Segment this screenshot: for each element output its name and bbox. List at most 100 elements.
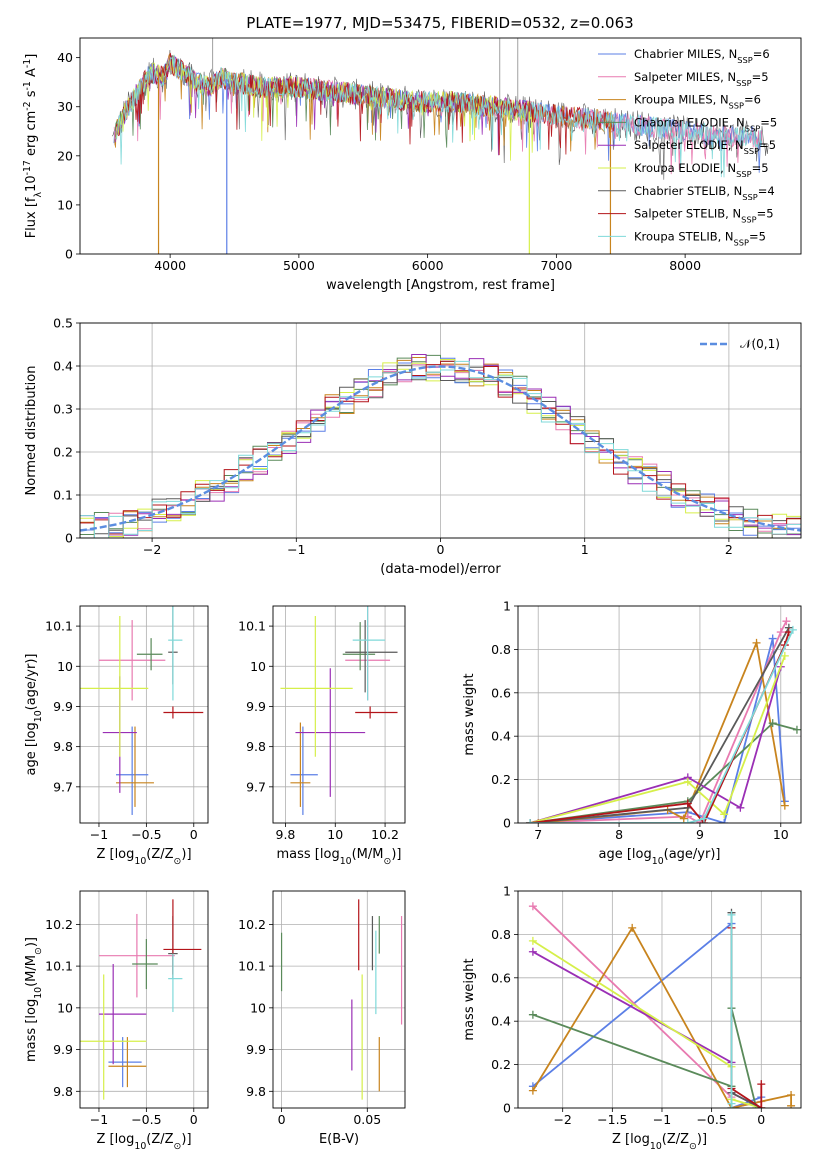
y-tick-label: 9.7 [246, 779, 266, 794]
error-bar-point [163, 899, 202, 975]
x-tick-label: 4000 [154, 258, 186, 273]
spectrum-series [116, 54, 763, 178]
y-tick-label: 10 [57, 1000, 73, 1015]
y-tick-label: 10.1 [238, 619, 266, 634]
weight-marker [683, 819, 692, 823]
error-bar-point [80, 616, 149, 757]
x-tick-label: −1 [90, 1112, 108, 1127]
y-axis-label: Normed distribution [24, 366, 39, 496]
legend-label: Salpeter ELODIE, NSSP=5 [634, 138, 776, 156]
y-axis-label: mass weight [462, 958, 477, 1040]
axes-frame [79, 890, 209, 1109]
y-tick-label: 9.9 [53, 699, 73, 714]
weight-series [526, 651, 789, 823]
y-tick-label: 9.9 [53, 1042, 73, 1057]
x-tick-label: 8 [615, 827, 623, 842]
error-bar-point [280, 616, 353, 757]
axes-frame [272, 890, 406, 1109]
weight-line [529, 722, 798, 823]
x-tick-label: 0 [757, 1112, 765, 1127]
x-tick-label: 8000 [669, 258, 701, 273]
weight-marker [699, 814, 708, 823]
x-axis-label: E(B-V) [319, 1132, 359, 1147]
axes-frame [272, 605, 406, 824]
y-tick-label: 10.2 [238, 917, 266, 932]
y-tick-label: 10 [57, 659, 73, 674]
weight-marker [727, 1099, 736, 1108]
weight-series [526, 662, 785, 823]
x-tick-label: 7000 [540, 258, 572, 273]
panel-age-vs-Z: −1 −0.5 0 9.7 9.8 9.9 10 10.1 Z [log10(Z/Z⊙)] age… [24, 605, 209, 867]
error-bar-point [108, 1037, 147, 1088]
y-tick-label: 0.2 [491, 1057, 511, 1072]
error-bar-point [342, 622, 376, 671]
weight-marker [787, 1090, 796, 1099]
x-axis-label: wavelength [Angstrom, rest frame] [326, 278, 555, 293]
x-tick-label: 6000 [412, 258, 444, 273]
error-bar-point [80, 974, 147, 1100]
y-tick-label: 0.8 [491, 927, 511, 942]
legend-label: Salpeter STELIB, NSSP=5 [634, 207, 774, 225]
x-tick-label: 7 [534, 827, 542, 842]
weight-marker [528, 947, 537, 956]
error-bar-point [168, 953, 183, 1013]
weight-marker [757, 1104, 766, 1108]
weight-marker [528, 1086, 537, 1095]
error-bar-point [168, 606, 183, 701]
panel-mass-vs-EBV: 0 0.05 9.8 9.9 10 10.1 10.2 E(B-V) [238, 890, 406, 1147]
y-tick-label: 0.4 [491, 729, 511, 744]
legend-label: Chabrier STELIB, NSSP=4 [634, 184, 775, 202]
weight-series [526, 628, 793, 823]
legend-label: Kroupa MILES, NSSP=6 [634, 93, 761, 111]
y-axis-label: mass [log10(M/M⊙)] [24, 937, 44, 1062]
y-tick-label: 10.2 [45, 917, 73, 932]
weight-marker [736, 803, 745, 812]
weight-marker [780, 651, 789, 660]
weight-series [727, 910, 736, 1108]
normal-curve [80, 365, 801, 532]
y-tick-label: 10 [250, 1000, 266, 1015]
x-tick-label: −2 [553, 1112, 571, 1127]
weight-line [532, 905, 762, 1108]
legend-label: 𝒩(0,1) [740, 337, 780, 351]
error-bar-point [98, 964, 147, 1065]
weight-marker [792, 725, 801, 734]
weight-line [529, 655, 786, 823]
x-tick-label: 10 [327, 827, 343, 842]
x-axis-label: age [log10(age/yr)] [599, 847, 721, 867]
weight-line [530, 620, 788, 823]
plot-area [111, 38, 769, 254]
weight-series [526, 623, 793, 823]
legend-label: Kroupa ELODIE, NSSP=5 [634, 161, 769, 179]
y-tick-label: 9.8 [53, 1084, 73, 1099]
x-tick-label: −1 [90, 827, 108, 842]
error-bar-point [295, 668, 366, 797]
error-bar-point [352, 606, 386, 701]
x-tick-label: 10 [773, 827, 789, 842]
y-tick-label: 0.1 [53, 488, 73, 503]
x-tick-label: 1 [581, 542, 589, 557]
error-bar-point [290, 722, 311, 807]
weight-marker [526, 819, 535, 823]
weight-marker [683, 799, 692, 808]
legend: Chabrier MILES, NSSP=6 Salpeter MILES, NS… [598, 47, 777, 247]
y-tick-label: 1 [503, 599, 511, 614]
y-tick-label: 0.6 [491, 685, 511, 700]
weight-line [529, 666, 782, 823]
y-axis-label: Flux [fλ10-17 erg cm-2 s-1 A-1] [22, 54, 44, 239]
weight-marker [727, 910, 736, 919]
error-bar-point [116, 726, 149, 815]
histogram-series [80, 360, 801, 538]
plot-area [80, 606, 204, 815]
legend: 𝒩(0,1) [700, 337, 780, 351]
x-axis-label: Z [log10(Z/Z⊙)] [96, 847, 191, 867]
plot-area [280, 899, 403, 1100]
y-tick-label: 9.9 [246, 1042, 266, 1057]
panel-spectrum: 4000 5000 6000 7000 8000 0 10 20 30 40 wavelength … [22, 37, 802, 293]
weight-line [730, 912, 762, 1108]
x-tick-label: −1 [287, 542, 305, 557]
weight-marker [757, 1080, 766, 1089]
weight-marker [780, 801, 789, 810]
figure-title: PLATE=1977, MJD=53475, FIBERID=0532, z=0… [246, 14, 633, 32]
